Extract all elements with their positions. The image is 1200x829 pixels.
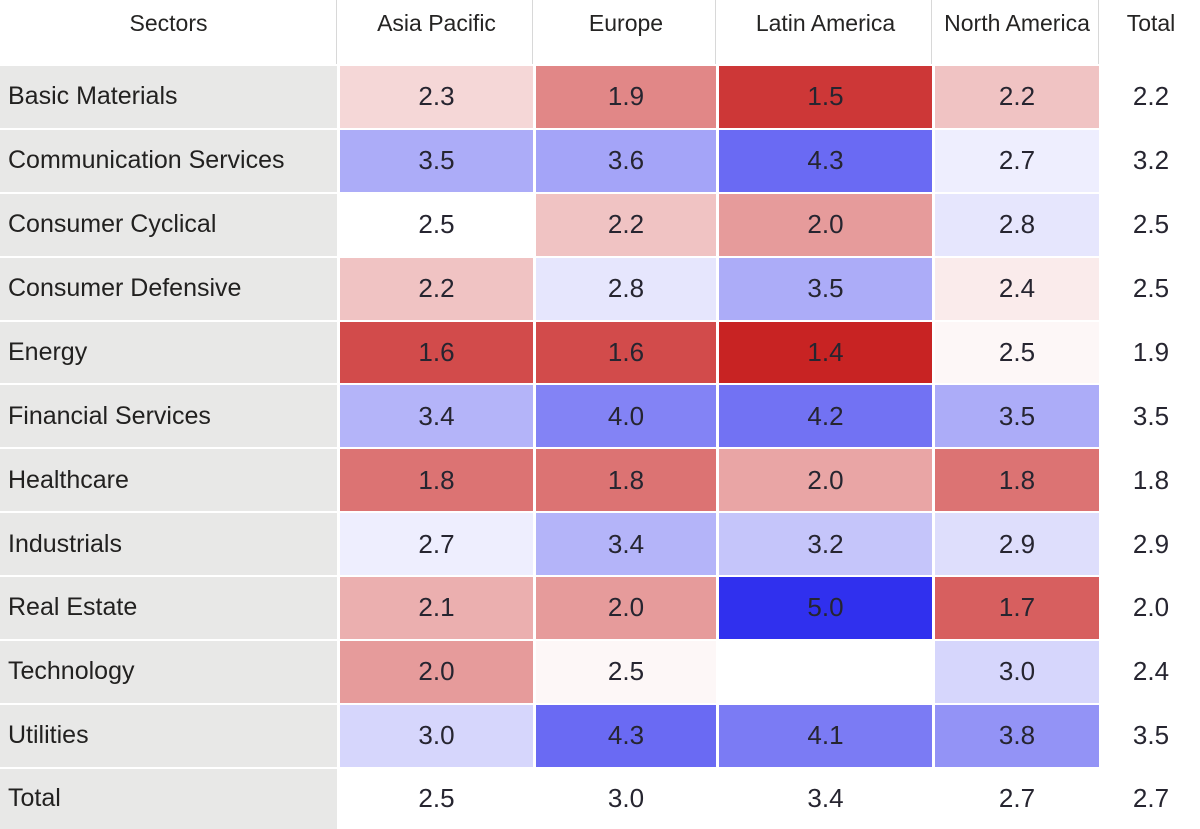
heatmap-row: Consumer Defensive 2.2 2.8 3.5 2.4 2.5 bbox=[0, 257, 1200, 322]
heatmap-row: Total 2.5 3.0 3.4 2.7 2.7 bbox=[0, 768, 1200, 829]
heatmap-cell[interactable]: 2.7 bbox=[340, 513, 536, 577]
heatmap-cell[interactable]: 3.5 bbox=[1102, 385, 1200, 450]
heatmap-cell[interactable]: 2.5 bbox=[1102, 193, 1200, 258]
heatmap-cell[interactable]: 1.7 bbox=[935, 577, 1102, 641]
heatmap-cell[interactable]: 2.2 bbox=[340, 257, 536, 322]
heatmap-cell[interactable]: 4.1 bbox=[719, 704, 935, 769]
heatmap-cell[interactable]: 3.5 bbox=[935, 385, 1102, 450]
sector-row-header[interactable]: Industrials bbox=[0, 513, 340, 577]
heatmap-cell[interactable]: 1.8 bbox=[1102, 449, 1200, 514]
heatmap-row: Communication Services 3.5 3.6 4.3 2.7 3.2 bbox=[0, 129, 1200, 194]
heatmap-cell[interactable]: 2.2 bbox=[935, 66, 1102, 130]
column-header-latin-america[interactable]: Latin America bbox=[719, 0, 935, 66]
sector-row-header[interactable]: Consumer Cyclical bbox=[0, 193, 340, 258]
heatmap-cell[interactable]: 4.2 bbox=[719, 385, 935, 450]
heatmap-cell[interactable]: 2.5 bbox=[1102, 257, 1200, 322]
heatmap-cell[interactable]: 2.0 bbox=[1102, 577, 1200, 641]
heatmap-cell[interactable]: 1.6 bbox=[536, 321, 719, 386]
column-header-sectors[interactable]: Sectors bbox=[0, 0, 340, 66]
heatmap-cell[interactable]: 2.5 bbox=[340, 768, 536, 829]
heatmap-cell[interactable]: 2.9 bbox=[935, 513, 1102, 577]
sector-row-header[interactable]: Consumer Defensive bbox=[0, 257, 340, 322]
heatmap-cell[interactable]: 1.8 bbox=[935, 449, 1102, 514]
heatmap-row: Energy 1.6 1.6 1.4 2.5 1.9 bbox=[0, 321, 1200, 386]
heatmap-cell[interactable]: 2.3 bbox=[340, 66, 536, 130]
heatmap-cell[interactable]: 3.5 bbox=[719, 257, 935, 322]
heatmap-cell[interactable]: 1.8 bbox=[536, 449, 719, 514]
heatmap-cell[interactable]: 1.9 bbox=[536, 66, 719, 130]
heatmap-cell[interactable]: 1.4 bbox=[719, 321, 935, 386]
heatmap-cell[interactable]: 2.5 bbox=[536, 640, 719, 705]
heatmap-cell[interactable]: 3.0 bbox=[536, 768, 719, 829]
heatmap-row: Basic Materials 2.3 1.9 1.5 2.2 2.2 bbox=[0, 66, 1200, 130]
heatmap-cell[interactable]: 2.5 bbox=[935, 321, 1102, 386]
column-header-asia-pacific[interactable]: Asia Pacific bbox=[340, 0, 536, 66]
heatmap-cell[interactable]: 2.5 bbox=[340, 193, 536, 258]
heatmap-row: Healthcare 1.8 1.8 2.0 1.8 1.8 bbox=[0, 449, 1200, 514]
sector-row-header[interactable]: Real Estate bbox=[0, 577, 340, 641]
heatmap-cell[interactable]: 3.8 bbox=[935, 704, 1102, 769]
heatmap-cell[interactable]: 2.2 bbox=[536, 193, 719, 258]
heatmap-cell[interactable]: 2.4 bbox=[935, 257, 1102, 322]
sector-row-header[interactable]: Financial Services bbox=[0, 385, 340, 450]
column-header-total[interactable]: Total bbox=[1102, 0, 1200, 66]
heatmap-cell[interactable]: 2.0 bbox=[340, 640, 536, 705]
heatmap-cell[interactable]: 1.9 bbox=[1102, 321, 1200, 386]
heatmap-body: Basic Materials 2.3 1.9 1.5 2.2 2.2 Communicat… bbox=[0, 66, 1200, 829]
column-header-north-america[interactable]: North America bbox=[935, 0, 1102, 66]
heatmap-cell[interactable]: 3.5 bbox=[1102, 704, 1200, 769]
heatmap-cell[interactable]: 1.8 bbox=[340, 449, 536, 514]
heatmap-cell[interactable]: 2.0 bbox=[719, 449, 935, 514]
heatmap-cell[interactable]: 3.0 bbox=[935, 640, 1102, 705]
heatmap-cell[interactable]: 3.2 bbox=[1102, 129, 1200, 194]
heatmap-cell[interactable]: 3.5 bbox=[340, 129, 536, 194]
heatmap-cell[interactable]: 4.3 bbox=[536, 704, 719, 769]
heatmap-header-row: Sectors Asia Pacific Europe Latin Americ… bbox=[0, 0, 1200, 66]
heatmap-cell[interactable]: 2.1 bbox=[340, 577, 536, 641]
heatmap-row: Industrials 2.7 3.4 3.2 2.9 2.9 bbox=[0, 513, 1200, 577]
sector-row-header[interactable]: Communication Services bbox=[0, 129, 340, 194]
heatmap-row: Consumer Cyclical 2.5 2.2 2.0 2.8 2.5 bbox=[0, 193, 1200, 258]
heatmap-cell[interactable]: 3.4 bbox=[340, 385, 536, 450]
sector-row-header[interactable]: Technology bbox=[0, 640, 340, 705]
heatmap-cell[interactable]: 1.6 bbox=[340, 321, 536, 386]
heatmap-cell[interactable]: 3.0 bbox=[340, 704, 536, 769]
heatmap-cell[interactable]: 3.6 bbox=[536, 129, 719, 194]
sector-row-header[interactable]: Basic Materials bbox=[0, 66, 340, 130]
heatmap-cell[interactable]: 2.7 bbox=[935, 129, 1102, 194]
heatmap-row: Financial Services 3.4 4.0 4.2 3.5 3.5 bbox=[0, 385, 1200, 450]
heatmap-cell[interactable]: 2.2 bbox=[1102, 66, 1200, 130]
column-header-europe[interactable]: Europe bbox=[536, 0, 719, 66]
heatmap-cell[interactable]: 2.9 bbox=[1102, 513, 1200, 577]
heatmap-row: Technology 2.0 2.5 3.0 2.4 bbox=[0, 640, 1200, 705]
heatmap-cell[interactable]: 5.0 bbox=[719, 577, 935, 641]
heatmap-cell[interactable]: 2.0 bbox=[536, 577, 719, 641]
heatmap-cell[interactable] bbox=[719, 640, 935, 705]
heatmap-cell[interactable]: 1.5 bbox=[719, 66, 935, 130]
heatmap-cell[interactable]: 3.4 bbox=[536, 513, 719, 577]
heatmap-row: Real Estate 2.1 2.0 5.0 1.7 2.0 bbox=[0, 577, 1200, 641]
sector-row-header[interactable]: Total bbox=[0, 768, 340, 829]
heatmap-cell[interactable]: 4.0 bbox=[536, 385, 719, 450]
heatmap-cell[interactable]: 2.4 bbox=[1102, 640, 1200, 705]
heatmap-cell[interactable]: 2.7 bbox=[1102, 768, 1200, 829]
sector-row-header[interactable]: Energy bbox=[0, 321, 340, 386]
heatmap-cell[interactable]: 2.7 bbox=[935, 768, 1102, 829]
heatmap-cell[interactable]: 3.4 bbox=[719, 768, 935, 829]
heatmap-cell[interactable]: 2.0 bbox=[719, 193, 935, 258]
heatmap-cell[interactable]: 4.3 bbox=[719, 129, 935, 194]
heatmap-cell[interactable]: 2.8 bbox=[536, 257, 719, 322]
heatmap-cell[interactable]: 3.2 bbox=[719, 513, 935, 577]
heatmap-row: Utilities 3.0 4.3 4.1 3.8 3.5 bbox=[0, 704, 1200, 769]
sector-row-header[interactable]: Healthcare bbox=[0, 449, 340, 514]
heatmap-cell[interactable]: 2.8 bbox=[935, 193, 1102, 258]
sector-row-header[interactable]: Utilities bbox=[0, 704, 340, 769]
